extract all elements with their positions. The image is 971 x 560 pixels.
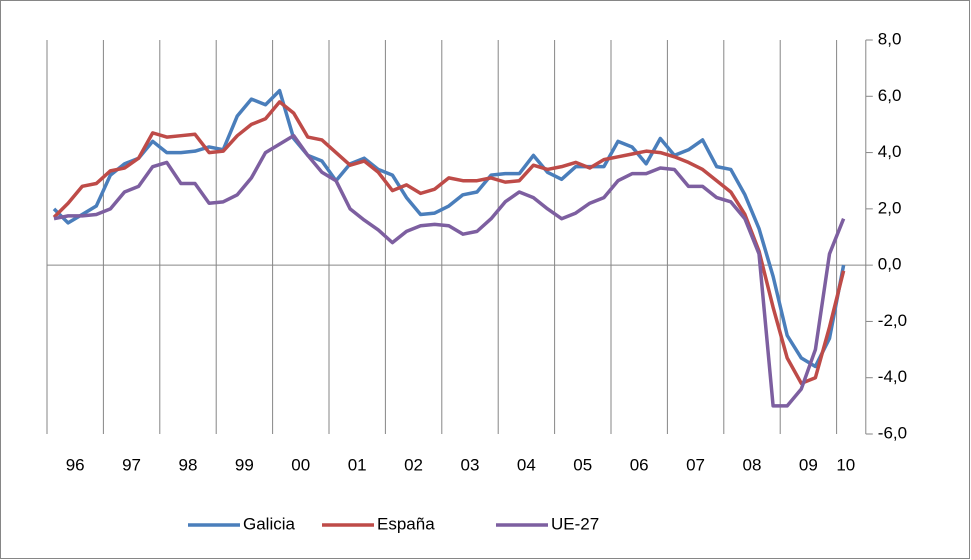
x-tick-label: 97: [122, 455, 141, 474]
y-tick-label: -2,0: [878, 311, 907, 330]
x-tick-label: 01: [348, 455, 367, 474]
y-tick-label: 4,0: [878, 142, 902, 161]
series-line: [52, 100, 846, 386]
y-tick-label: -4,0: [878, 367, 907, 386]
x-tick-label: 09: [799, 455, 818, 474]
legend-label: Galicia: [243, 514, 296, 533]
x-tick-label: 96: [66, 455, 85, 474]
x-tick-label: 98: [178, 455, 197, 474]
x-tick-label: 05: [573, 455, 592, 474]
y-tick-label: 2,0: [878, 198, 902, 217]
series-line: [53, 133, 846, 408]
y-tick-label: 8,0: [878, 29, 902, 48]
x-tick-label: 07: [686, 455, 705, 474]
y-tick-label: -6,0: [878, 423, 907, 442]
x-tick-label: 04: [517, 455, 536, 474]
x-tick-label: 02: [404, 455, 423, 474]
legend-label: España: [377, 514, 435, 533]
y-tick-label: 6,0: [878, 86, 902, 105]
x-tick-label: 06: [630, 455, 649, 474]
x-tick-label: 08: [742, 455, 761, 474]
x-tick-label: 99: [235, 455, 254, 474]
series-line: [52, 88, 846, 369]
x-tick-label: 00: [291, 455, 310, 474]
x-tick-label: 10: [836, 455, 855, 474]
y-tick-label: 0,0: [878, 255, 902, 274]
x-tick-label: 03: [460, 455, 479, 474]
legend-label: UE-27: [551, 514, 599, 533]
